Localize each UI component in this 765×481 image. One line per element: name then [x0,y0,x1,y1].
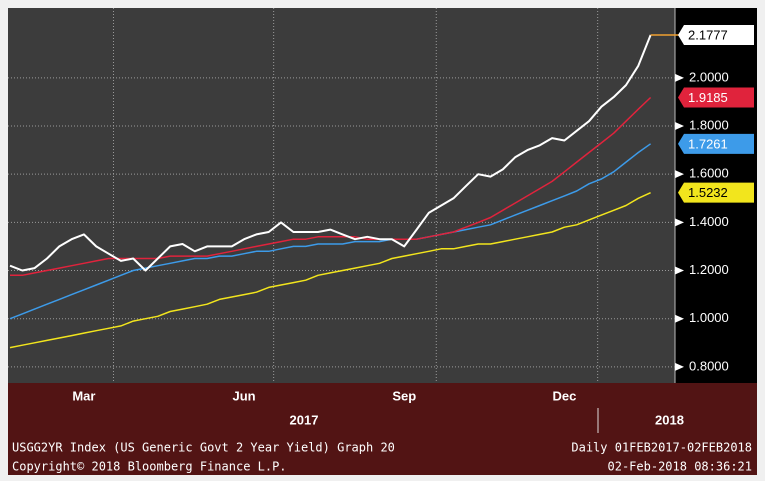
value-tag [678,182,754,203]
year-label: 2017 [290,412,319,427]
y-tick-mark [675,266,684,275]
y-tick-mark [675,122,684,131]
y-tick-mark [675,362,684,371]
year-label: 2018 [655,412,684,427]
value-tag [678,133,754,154]
moving-average-line [9,192,651,349]
footer-description: USGG2YR Index (US Generic Govt 2 Year Yi… [12,441,395,455]
value-tag-label: 2.1777 [688,27,728,42]
y-tick-label: 1.8000 [689,117,729,132]
y-tick-label: 1.0000 [689,310,729,325]
y-tick-label: 1.6000 [689,166,729,181]
y-tick-mark [675,218,684,227]
value-tag [678,25,754,46]
grid-layer [8,8,675,383]
footer-range: Daily 01FEB2017-02FEB2018 [571,441,752,455]
y-tick-label: 2.0000 [689,69,729,84]
x-tick-label: Mar [72,388,95,403]
y-tick-label: 1.2000 [689,262,729,277]
price-line [9,34,652,272]
value-tag-label: 1.5232 [688,185,728,200]
x-tick-label: Sep [392,388,416,403]
value-tag-label: 1.7261 [688,136,728,151]
y-tick-mark [675,314,684,323]
value-tag-label: 1.9185 [688,90,728,105]
y-tick-label: 0.8000 [689,358,729,373]
x-tick-label: Jun [233,388,256,403]
y-tick-label: 1.4000 [689,214,729,229]
y-tick-mark [675,170,684,179]
footer-copyright: Copyright© 2018 Bloomberg Finance L.P. [12,460,287,474]
plot-area [8,8,675,383]
y-tick-mark [675,73,684,82]
x-axis-band [8,383,757,475]
footer-timestamp: 02-Feb-2018 08:36:21 [608,460,753,474]
value-tag [678,87,754,108]
x-tick-label: Dec [552,388,576,403]
moving-average-line [9,143,652,320]
